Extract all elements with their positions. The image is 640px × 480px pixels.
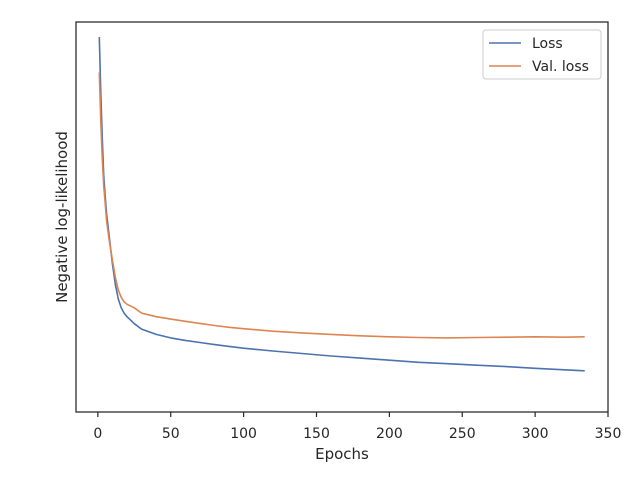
- y-axis-label: Negative log-likelihood: [53, 131, 71, 303]
- x-tick-label: 100: [230, 426, 257, 442]
- axes-frame: [75, 21, 609, 413]
- series-line-val-loss: [98, 72, 585, 339]
- x-tick-label: 300: [522, 426, 549, 442]
- x-axis-label: Epochs: [315, 445, 369, 463]
- legend: Loss Val. loss: [482, 29, 602, 80]
- x-tick-label: 200: [376, 426, 403, 442]
- legend-label-val-loss: Val. loss: [532, 59, 589, 75]
- x-axis-ticks: 0 50 100 150 200 250 300 350: [93, 412, 621, 442]
- x-tick-label: 350: [595, 426, 622, 442]
- series-layer: [98, 36, 585, 372]
- x-tick-label: 50: [162, 426, 180, 442]
- x-tick-label: 150: [303, 426, 330, 442]
- x-tick-label: 250: [449, 426, 476, 442]
- x-tick-label: 0: [93, 426, 102, 442]
- plot-area: [75, 21, 609, 413]
- legend-label-loss: Loss: [532, 36, 563, 52]
